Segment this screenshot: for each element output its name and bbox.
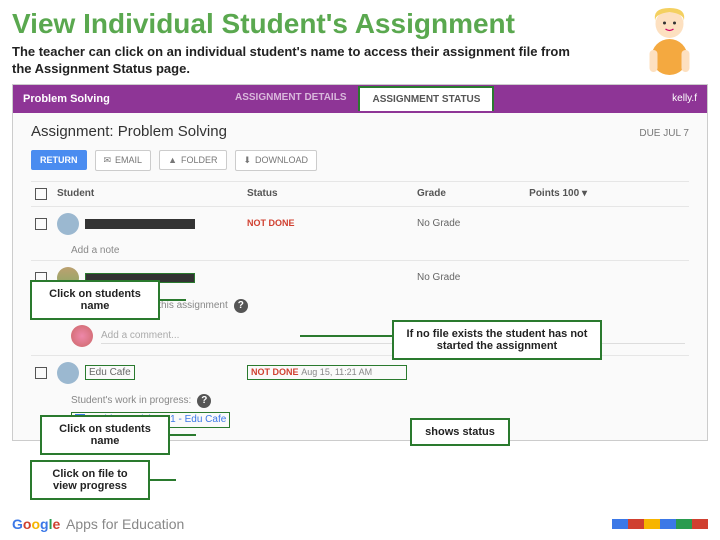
status-cell: NOT DONE Aug 15, 11:21 AM — [247, 365, 407, 380]
tabs: ASSIGNMENT DETAILS ASSIGNMENT STATUS — [223, 86, 494, 111]
status-badge: NOT DONE — [247, 218, 295, 228]
return-button[interactable]: RETURN — [31, 150, 87, 170]
footer-logo: Google Apps for Education — [12, 516, 184, 532]
col-points: Points 100 ▾ — [527, 188, 587, 199]
status-time: Aug 15, 11:21 AM — [301, 367, 372, 377]
footer: Google Apps for Education — [12, 516, 708, 532]
screenshot-frame: Problem Solving ASSIGNMENT DETAILS ASSIG… — [12, 84, 708, 441]
checkbox[interactable] — [35, 218, 47, 230]
work-label: Student's work in progress: — [71, 395, 191, 406]
page-title: View Individual Student's Assignment — [0, 0, 720, 42]
callout-click-name-2: Click on students name — [40, 415, 170, 455]
avatar-icon — [71, 325, 93, 347]
download-button[interactable]: ⬇ DOWNLOAD — [235, 150, 318, 171]
status-badge: NOT DONE — [251, 367, 299, 377]
work-progress-row: Student's work in progress: ? — [31, 390, 689, 412]
checkbox[interactable] — [35, 367, 47, 379]
folder-button[interactable]: ▲ FOLDER — [159, 150, 226, 170]
toolbar: RETURN ✉ EMAIL ▲ FOLDER ⬇ DOWNLOAD — [31, 150, 689, 171]
download-label: DOWNLOAD — [255, 155, 308, 165]
table-row: Edu Cafe NOT DONE Aug 15, 11:21 AM — [31, 355, 689, 390]
due-date: DUE JUL 7 — [639, 128, 689, 139]
points-label: Points — [529, 188, 560, 199]
add-note-row[interactable]: Add a note — [31, 241, 689, 260]
callout-file: Click on file to view progress — [30, 460, 150, 500]
folder-label: FOLDER — [181, 155, 218, 165]
callout-click-name-1: Click on students name — [30, 280, 160, 320]
col-grade: Grade — [417, 188, 517, 199]
color-blocks — [612, 519, 708, 529]
col-student: Student — [57, 188, 237, 199]
points-value: 100 — [563, 188, 580, 199]
table-row: NOT DONE No Grade — [31, 206, 689, 241]
course-header-bar: Problem Solving ASSIGNMENT DETAILS ASSIG… — [13, 85, 707, 113]
col-status: Status — [247, 188, 407, 199]
email-label: EMAIL — [115, 155, 142, 165]
avatar-icon — [57, 213, 79, 235]
avatar-icon — [57, 362, 79, 384]
grade-cell: No Grade — [417, 218, 517, 229]
google-logo-icon: Google — [12, 516, 62, 532]
teacher-avatar-illustration — [637, 2, 702, 82]
page-subtitle: The teacher can click on an individual s… — [0, 42, 600, 84]
add-note-label: Add a note — [71, 245, 119, 256]
tab-details[interactable]: ASSIGNMENT DETAILS — [223, 86, 358, 111]
assignment-title: Assignment: Problem Solving — [31, 123, 227, 140]
callout-no-file: If no file exists the student has not st… — [392, 320, 602, 360]
course-title: Problem Solving — [23, 93, 223, 105]
grade-cell: No Grade — [417, 272, 517, 283]
svg-text:Google: Google — [12, 516, 60, 532]
student-name-link[interactable]: Edu Cafe — [85, 365, 135, 380]
user-name: kelly.f — [672, 93, 697, 104]
footer-brand: Apps for Education — [66, 516, 184, 532]
email-button[interactable]: ✉ EMAIL — [95, 150, 152, 171]
content-area: Assignment: Problem Solving DUE JUL 7 RE… — [13, 113, 707, 440]
tab-status[interactable]: ASSIGNMENT STATUS — [358, 86, 494, 111]
help-icon[interactable]: ? — [197, 394, 211, 408]
checkbox-all[interactable] — [35, 188, 47, 200]
table-header: Student Status Grade Points 100 ▾ — [31, 181, 689, 206]
callout-status: shows status — [410, 418, 510, 446]
student-name-redacted[interactable] — [85, 219, 195, 229]
help-icon[interactable]: ? — [234, 299, 248, 313]
